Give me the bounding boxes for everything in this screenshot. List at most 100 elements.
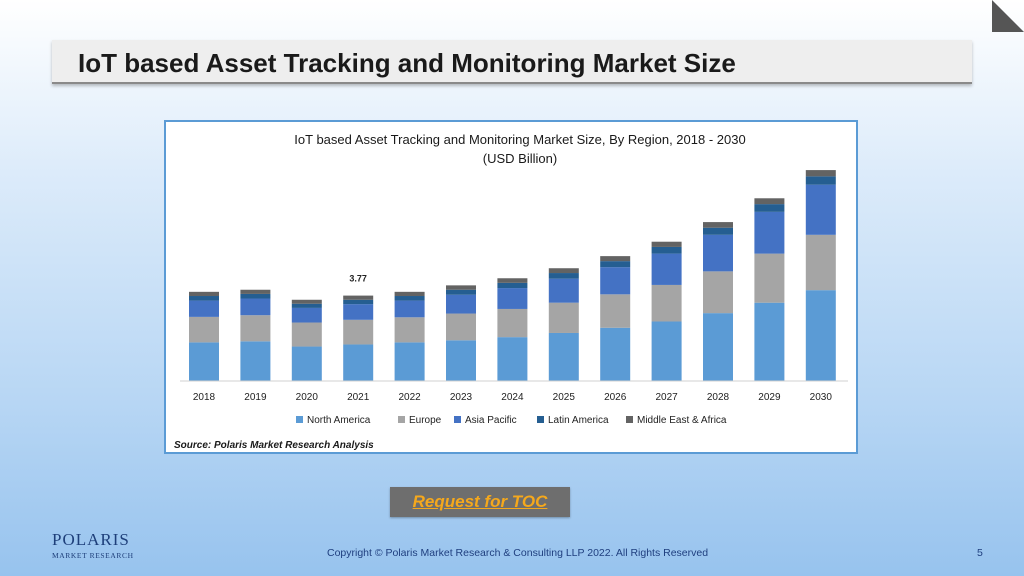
legend-swatch xyxy=(398,416,405,423)
bar-segment xyxy=(497,282,528,289)
title-bar: IoT based Asset Tracking and Monitoring … xyxy=(52,40,972,84)
x-tick-label: 2018 xyxy=(193,392,216,403)
bar-segment xyxy=(343,299,374,305)
bar-segment xyxy=(189,316,219,343)
bar-segment xyxy=(343,295,374,300)
x-tick-label: 2024 xyxy=(501,392,524,403)
bar-segment xyxy=(446,340,476,381)
bar-segment xyxy=(703,313,733,381)
legend-item: Asia Pacific xyxy=(454,415,517,426)
bar-segment xyxy=(189,296,219,301)
bar-segment xyxy=(600,327,631,381)
legend-label: Asia Pacific xyxy=(465,415,517,426)
bar-segment xyxy=(394,300,425,318)
bar-segment xyxy=(394,342,425,381)
bar-segment xyxy=(548,278,579,303)
bar-segment xyxy=(343,319,374,345)
legend-label: Middle East & Africa xyxy=(637,415,727,426)
legend-label: Europe xyxy=(409,415,442,426)
chart-title: IoT based Asset Tracking and Monitoring … xyxy=(294,132,745,147)
bar-segment xyxy=(240,315,271,342)
bar-segment xyxy=(189,342,219,381)
x-tick-label: 2026 xyxy=(604,392,627,403)
legend-item: North America xyxy=(296,415,371,426)
bar-segment xyxy=(651,321,682,381)
bar-segment xyxy=(600,294,631,328)
bar-segment xyxy=(754,253,785,303)
legend-label: North America xyxy=(307,415,371,426)
bar-segment xyxy=(497,337,528,381)
bar-segment xyxy=(651,241,682,247)
bar-segment xyxy=(240,293,271,299)
bar-segment xyxy=(291,322,322,347)
bar-segment xyxy=(394,291,425,297)
x-tick-label: 2021 xyxy=(347,392,370,403)
x-tick-label: 2028 xyxy=(707,392,730,403)
bar-segment xyxy=(446,294,476,314)
request-toc-button[interactable]: Request for TOC xyxy=(390,487,570,517)
polaris-logo: POLARIS MARKET RESEARCH xyxy=(52,530,134,562)
bar-segment xyxy=(703,227,733,235)
legend-swatch xyxy=(626,416,633,423)
bar-segment xyxy=(805,170,836,177)
x-tick-label: 2027 xyxy=(655,392,678,403)
bar-segment xyxy=(805,234,836,291)
bar-segment xyxy=(754,302,785,381)
bar-segment xyxy=(548,332,579,381)
x-tick-label: 2020 xyxy=(296,392,319,403)
bar-segment xyxy=(548,268,579,274)
bar-segment xyxy=(754,211,785,254)
annotations: 3.77 xyxy=(349,274,367,284)
x-tick-label: 2022 xyxy=(398,392,421,403)
page-number: 5 xyxy=(977,547,983,559)
page-fold-icon xyxy=(992,0,1024,32)
bar-segment xyxy=(600,267,631,295)
legend-item: Europe xyxy=(398,415,442,426)
bar-segment xyxy=(343,304,374,320)
bar-segment xyxy=(805,290,836,381)
bar-segment xyxy=(703,271,733,314)
bar-segment xyxy=(754,198,785,205)
bar-segment xyxy=(600,256,631,262)
chart-source: Source: Polaris Market Research Analysis xyxy=(174,440,374,451)
x-tick-label: 2030 xyxy=(810,392,833,403)
slide-title: IoT based Asset Tracking and Monitoring … xyxy=(78,48,736,78)
x-tick-label: 2023 xyxy=(450,392,473,403)
request-toc-label: Request for TOC xyxy=(412,492,548,511)
logo-sub-text: MARKET RESEARCH xyxy=(52,551,134,560)
copyright-text: Copyright © Polaris Market Research & Co… xyxy=(327,547,709,559)
x-tick-label: 2029 xyxy=(758,392,781,403)
bar-segment xyxy=(651,246,682,254)
bar-segment xyxy=(651,284,682,322)
bar-segment xyxy=(189,300,219,317)
bar-segment xyxy=(394,296,425,301)
bar-segment xyxy=(394,317,425,343)
logo-main-text: POLARIS xyxy=(52,530,130,549)
chart-frame: IoT based Asset Tracking and Monitoring … xyxy=(164,120,858,454)
bar-segment xyxy=(446,289,476,295)
bar-segment xyxy=(497,278,528,283)
bar-segment xyxy=(805,184,836,235)
bar-segment xyxy=(240,289,271,294)
legend-item: Middle East & Africa xyxy=(626,415,727,426)
x-tick-labels: 2018 2019 2020 2021 2022 2023 2024 2025 2026 2027… xyxy=(193,392,832,403)
bar-segment xyxy=(240,298,271,316)
bar-segment xyxy=(446,285,476,290)
bar-segment xyxy=(343,344,374,381)
bar-segment xyxy=(240,341,271,381)
bar-segment xyxy=(754,204,785,212)
bar-segment xyxy=(703,222,733,228)
bar-segment xyxy=(446,313,476,341)
legend-swatch xyxy=(537,416,544,423)
bar-group xyxy=(189,170,836,381)
x-tick-label: 2019 xyxy=(244,392,267,403)
chart-subtitle: (USD Billion) xyxy=(483,151,557,166)
bar-segment xyxy=(291,307,322,323)
chart-legend: North America Europe Asia Pacific Latin Ame… xyxy=(296,415,727,426)
legend-swatch xyxy=(454,416,461,423)
bar-segment xyxy=(600,261,631,268)
bar-segment xyxy=(291,346,322,381)
bar-segment xyxy=(651,253,682,285)
x-tick-label: 2025 xyxy=(553,392,576,403)
bar-segment xyxy=(703,234,733,272)
